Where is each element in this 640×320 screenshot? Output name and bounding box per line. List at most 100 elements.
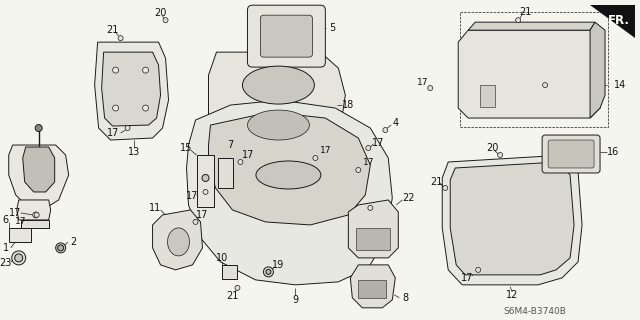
Text: 17: 17 (417, 77, 428, 87)
Text: 22: 22 (402, 193, 415, 203)
Circle shape (313, 156, 318, 161)
Ellipse shape (248, 110, 309, 140)
Polygon shape (186, 100, 392, 285)
Text: 1: 1 (3, 243, 9, 253)
Text: 10: 10 (216, 253, 228, 263)
Text: 6: 6 (3, 215, 9, 225)
Circle shape (368, 205, 373, 211)
Polygon shape (590, 22, 605, 118)
Bar (358, 280, 387, 298)
Circle shape (34, 212, 39, 217)
Circle shape (35, 124, 42, 132)
Ellipse shape (256, 161, 321, 189)
FancyBboxPatch shape (542, 135, 600, 173)
Text: 21: 21 (227, 291, 239, 301)
Circle shape (238, 159, 243, 164)
Text: 17: 17 (546, 75, 558, 85)
Polygon shape (468, 22, 595, 30)
Bar (218, 158, 234, 188)
FancyBboxPatch shape (548, 140, 594, 168)
Text: 4: 4 (392, 118, 398, 128)
Circle shape (235, 285, 240, 290)
Polygon shape (9, 145, 68, 210)
Circle shape (543, 83, 548, 88)
Circle shape (516, 18, 520, 23)
Circle shape (113, 105, 118, 111)
Circle shape (498, 153, 502, 157)
Bar (20, 220, 49, 228)
Ellipse shape (243, 66, 314, 104)
Ellipse shape (168, 228, 189, 256)
Text: 17: 17 (196, 210, 209, 220)
Circle shape (202, 174, 209, 181)
Polygon shape (350, 265, 396, 308)
FancyBboxPatch shape (260, 15, 312, 57)
Text: 8: 8 (402, 293, 408, 303)
Circle shape (125, 125, 130, 131)
Polygon shape (458, 30, 600, 118)
Text: 3: 3 (472, 100, 478, 110)
Text: 17: 17 (108, 128, 120, 138)
Polygon shape (442, 155, 582, 285)
Circle shape (143, 67, 148, 73)
Text: 17: 17 (15, 217, 26, 227)
Text: 19: 19 (272, 260, 285, 270)
Circle shape (476, 268, 481, 272)
Bar (9, 228, 31, 242)
Text: 17: 17 (319, 146, 331, 155)
Circle shape (203, 189, 208, 195)
FancyBboxPatch shape (248, 5, 325, 67)
Text: 9: 9 (292, 295, 298, 305)
Circle shape (163, 18, 168, 23)
Text: 12: 12 (506, 290, 518, 300)
Text: 7: 7 (227, 140, 234, 150)
Text: 17: 17 (186, 191, 198, 201)
Circle shape (15, 254, 22, 262)
Circle shape (264, 267, 273, 277)
Circle shape (56, 243, 66, 253)
Text: 21: 21 (519, 7, 531, 17)
Polygon shape (590, 5, 635, 38)
Polygon shape (450, 162, 574, 275)
Bar (223, 265, 237, 279)
Circle shape (383, 128, 388, 132)
Circle shape (113, 67, 118, 73)
Polygon shape (95, 42, 168, 140)
Bar (480, 85, 495, 107)
Circle shape (428, 85, 433, 91)
Circle shape (266, 269, 271, 274)
Text: 17: 17 (8, 208, 21, 218)
Text: 18: 18 (342, 100, 355, 110)
Text: 14: 14 (614, 80, 626, 90)
Polygon shape (17, 200, 51, 220)
Text: 20: 20 (154, 8, 167, 18)
Text: 5: 5 (329, 23, 335, 33)
Polygon shape (152, 210, 202, 270)
Text: 17: 17 (363, 158, 374, 167)
Text: 17: 17 (243, 150, 255, 160)
Text: 16: 16 (607, 147, 619, 157)
Text: 17: 17 (372, 138, 385, 148)
Circle shape (58, 245, 63, 251)
Text: 2: 2 (70, 237, 77, 247)
Circle shape (118, 36, 123, 41)
Text: 17: 17 (461, 273, 474, 283)
Text: 21: 21 (430, 177, 442, 187)
Polygon shape (348, 200, 398, 258)
Circle shape (12, 251, 26, 265)
Circle shape (143, 105, 148, 111)
Circle shape (366, 146, 371, 150)
Text: 11: 11 (149, 203, 162, 213)
Text: 23: 23 (0, 258, 12, 268)
Circle shape (193, 220, 198, 224)
Text: 13: 13 (127, 147, 140, 157)
Text: S6M4-B3740B: S6M4-B3740B (504, 307, 566, 316)
Bar (196, 155, 214, 207)
Circle shape (356, 167, 361, 172)
Text: 21: 21 (106, 25, 119, 35)
Polygon shape (22, 147, 54, 192)
Text: 20: 20 (486, 143, 499, 153)
Bar (356, 228, 390, 250)
Text: FR.: FR. (608, 14, 630, 27)
Circle shape (443, 186, 448, 190)
